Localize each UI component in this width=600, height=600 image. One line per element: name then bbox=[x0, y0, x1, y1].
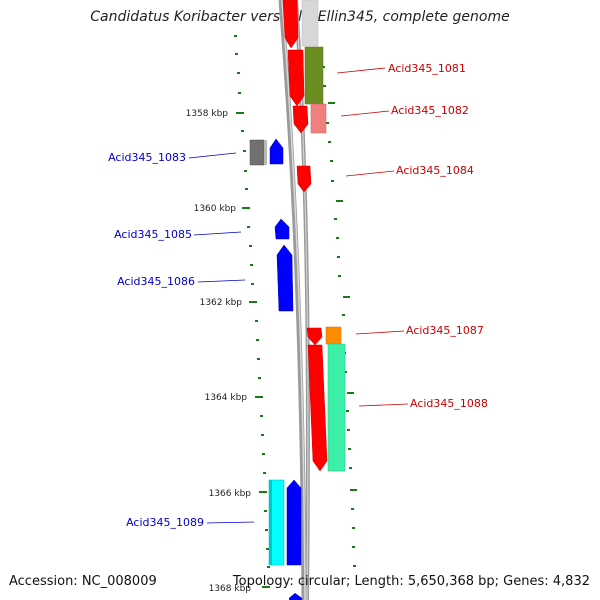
gene-feature-red-b[interactable] bbox=[292, 105, 309, 134]
gene-feature-1085[interactable] bbox=[274, 218, 290, 240]
inner-tick-track bbox=[234, 35, 270, 588]
gene-feature-bottom-blue[interactable] bbox=[289, 593, 302, 600]
gene-feature-1083[interactable] bbox=[249, 139, 265, 166]
ruler-label-1358: 1358 kbp bbox=[186, 109, 229, 119]
gene-feature-1083-blue[interactable] bbox=[269, 138, 284, 165]
gene-feature-1083-gray-light bbox=[264, 140, 267, 165]
topology-text: Topology: circular; Length: 5,650,368 bp… bbox=[232, 574, 590, 589]
gene-label-1087[interactable]: Acid345_1087 bbox=[406, 324, 484, 337]
gene-feature-top-red[interactable] bbox=[282, 0, 299, 49]
gene-label-1081[interactable]: Acid345_1081 bbox=[388, 62, 466, 75]
ruler-label-1366: 1366 kbp bbox=[209, 489, 252, 499]
gene-label-1089[interactable]: Acid345_1089 bbox=[126, 516, 204, 529]
leader-lines-forward bbox=[336, 67, 409, 407]
ruler-label-1362: 1362 kbp bbox=[200, 298, 243, 308]
gene-feature-1088[interactable] bbox=[327, 343, 346, 472]
genome-backbone bbox=[278, 0, 307, 600]
gene-feature-1087-red[interactable] bbox=[306, 327, 323, 346]
accession-text: Accession: NC_008009 bbox=[9, 574, 157, 589]
gene-feature-1088-red[interactable] bbox=[307, 344, 328, 472]
gene-feature-1087[interactable] bbox=[325, 326, 342, 345]
ruler-label-1360: 1360 kbp bbox=[194, 204, 237, 214]
gene-feature-1086[interactable] bbox=[276, 244, 294, 312]
gene-label-1088[interactable]: Acid345_1088 bbox=[410, 397, 488, 410]
gene-feature-top-gray[interactable] bbox=[301, 0, 319, 47]
gene-label-1082[interactable]: Acid345_1082 bbox=[391, 104, 469, 117]
leader-lines-reverse bbox=[188, 152, 255, 524]
ruler-label-1368: 1368 kbp bbox=[209, 584, 252, 594]
gene-label-1083[interactable]: Acid345_1083 bbox=[108, 151, 186, 164]
gene-label-1085[interactable]: Acid345_1085 bbox=[114, 228, 192, 241]
ruler-label-1364: 1364 kbp bbox=[205, 393, 248, 403]
gene-feature-red-a[interactable] bbox=[287, 49, 305, 107]
gene-feature-1082[interactable] bbox=[310, 103, 327, 134]
gene-feature-1089-edge bbox=[269, 480, 272, 565]
gene-label-1084[interactable]: Acid345_1084 bbox=[396, 164, 474, 177]
gene-feature-1089-blue[interactable] bbox=[286, 479, 302, 566]
gene-feature-1084[interactable] bbox=[296, 165, 312, 193]
gene-label-1086[interactable]: Acid345_1086 bbox=[117, 275, 195, 288]
map-title: Candidatus Koribacter versatilis Ellin34… bbox=[90, 9, 510, 25]
gene-feature-1081[interactable] bbox=[304, 46, 324, 105]
